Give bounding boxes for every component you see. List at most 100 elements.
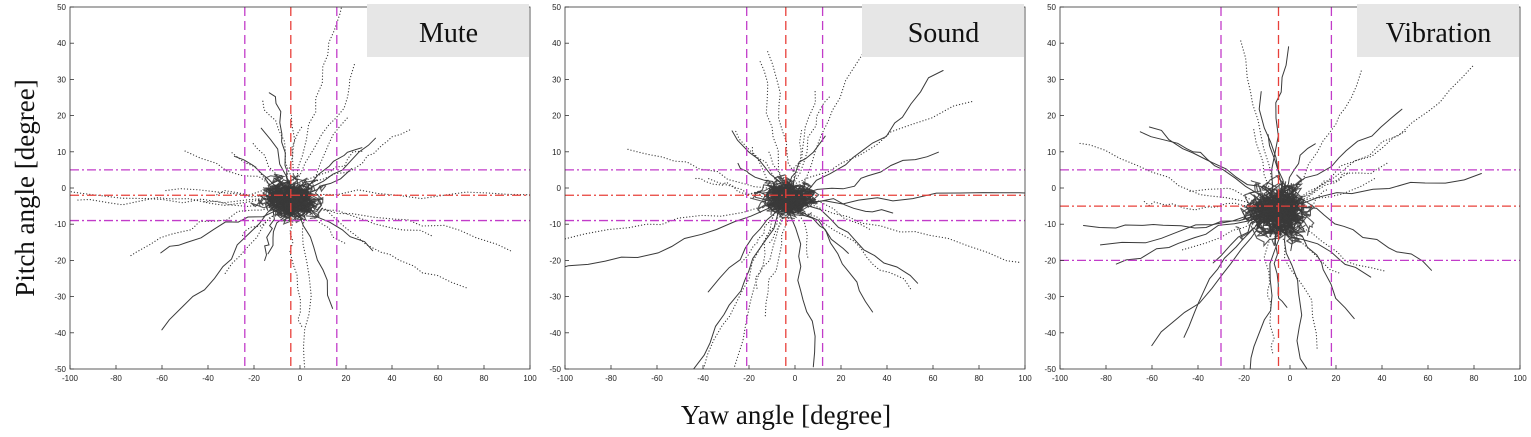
trace-excursion bbox=[264, 198, 280, 261]
trace-excursion bbox=[1274, 143, 1316, 212]
trace-excursion bbox=[1151, 200, 1278, 347]
trace-excursion bbox=[1077, 142, 1279, 218]
trace-excursion bbox=[289, 201, 346, 244]
chart-panels: -100 -80 -60 -40 -20 0 20 40 60 80 100-50-40-30-20… bbox=[54, 3, 1527, 383]
trace-excursion bbox=[692, 199, 786, 369]
y-tick-label: 40 bbox=[552, 39, 561, 48]
trace-excursion bbox=[161, 196, 285, 331]
x-tick-label: -60 bbox=[651, 374, 663, 383]
trace-excursion bbox=[1139, 131, 1280, 207]
x-tick-label: 20 bbox=[837, 374, 846, 383]
trace-excursion bbox=[286, 189, 530, 200]
trace-excursion bbox=[1249, 212, 1282, 369]
y-tick-label: 0 bbox=[1052, 184, 1057, 193]
y-tick-label: 50 bbox=[57, 3, 66, 12]
trace-excursion bbox=[789, 129, 803, 203]
trace-excursion bbox=[786, 197, 919, 284]
y-tick-label: 0 bbox=[62, 184, 67, 193]
trace-excursion bbox=[231, 152, 296, 202]
trace-excursion bbox=[1212, 210, 1272, 264]
trace-excursion bbox=[289, 192, 334, 309]
trace-excursion bbox=[751, 146, 787, 195]
trace-excursion bbox=[1271, 162, 1388, 212]
y-axis-title: Pitch angle [degree] bbox=[10, 79, 40, 296]
y-tick-label: -20 bbox=[1044, 256, 1056, 265]
trace-excursion bbox=[785, 90, 817, 203]
x-tick-label: -20 bbox=[1238, 374, 1250, 383]
trace-excursion bbox=[759, 59, 787, 198]
y-tick-label: 30 bbox=[552, 75, 561, 84]
trace-excursion bbox=[1268, 46, 1290, 206]
trace-excursion bbox=[1143, 200, 1288, 211]
y-tick-label: 20 bbox=[57, 112, 66, 121]
x-tick-label: -60 bbox=[1146, 374, 1158, 383]
y-tick-label: -10 bbox=[54, 220, 66, 229]
y-tick-label: 10 bbox=[1047, 148, 1056, 157]
trace-excursion bbox=[74, 194, 296, 207]
trace-excursion bbox=[290, 112, 296, 197]
y-tick-label: -10 bbox=[549, 220, 561, 229]
trace-core bbox=[774, 174, 792, 189]
trace-core bbox=[288, 174, 303, 195]
y-tick-label: 20 bbox=[1047, 112, 1056, 121]
trace-excursion bbox=[284, 124, 304, 199]
y-tick-label: 0 bbox=[557, 184, 562, 193]
y-tick-label: 40 bbox=[57, 39, 66, 48]
trace-excursion bbox=[1277, 209, 1293, 252]
x-tick-label: -20 bbox=[248, 374, 260, 383]
condition-badge bbox=[1357, 4, 1519, 57]
x-axis-title: Yaw angle [degree] bbox=[681, 400, 891, 430]
trace-excursion bbox=[1271, 213, 1342, 275]
x-tick-label: 0 bbox=[793, 374, 798, 383]
y-tick-label: 20 bbox=[552, 112, 561, 121]
y-tick-label: -40 bbox=[549, 329, 561, 338]
trace-excursion bbox=[1100, 209, 1275, 246]
trace-excursion bbox=[1281, 188, 1329, 221]
y-tick-label: 30 bbox=[57, 75, 66, 84]
trace-core bbox=[761, 188, 791, 209]
condition-label: Vibration bbox=[1386, 18, 1492, 49]
y-tick-label: -30 bbox=[54, 293, 66, 302]
x-tick-label: 40 bbox=[388, 374, 397, 383]
trace-excursion bbox=[289, 63, 356, 200]
trace-excursion bbox=[694, 177, 778, 198]
trace-excursion bbox=[565, 200, 798, 240]
trace-core bbox=[1261, 175, 1292, 199]
trajectory-traces bbox=[1077, 39, 1482, 369]
x-tick-label: 20 bbox=[342, 374, 351, 383]
condition-badge bbox=[862, 4, 1024, 57]
trace-excursion bbox=[1183, 203, 1274, 338]
x-tick-label: -80 bbox=[1100, 374, 1112, 383]
trace-excursion bbox=[182, 149, 296, 198]
y-tick-label: -40 bbox=[54, 329, 66, 338]
x-tick-label: 100 bbox=[1513, 374, 1527, 383]
trace-excursion bbox=[1240, 39, 1274, 212]
y-tick-label: 50 bbox=[1047, 3, 1056, 12]
y-tick-label: -20 bbox=[54, 256, 66, 265]
y-tick-label: -30 bbox=[1044, 293, 1056, 302]
trace-excursion bbox=[262, 99, 293, 199]
trace-excursion bbox=[788, 199, 912, 291]
trace-excursion bbox=[784, 192, 1025, 205]
y-tick-label: -30 bbox=[549, 293, 561, 302]
trace-excursion bbox=[1148, 126, 1280, 201]
condition-label: Mute bbox=[419, 18, 478, 49]
x-tick-label: 100 bbox=[1018, 374, 1032, 383]
trace-excursion bbox=[565, 200, 790, 268]
trace-excursion bbox=[1280, 172, 1351, 206]
x-tick-label: 40 bbox=[1378, 374, 1387, 383]
trace-excursion bbox=[784, 193, 1021, 263]
x-tick-label: -100 bbox=[62, 374, 79, 383]
trace-excursion bbox=[289, 194, 468, 289]
trace-excursion bbox=[287, 191, 303, 328]
trace-excursion bbox=[301, 197, 312, 369]
x-tick-label: 60 bbox=[434, 374, 443, 383]
x-tick-label: -80 bbox=[605, 374, 617, 383]
x-tick-label: 20 bbox=[1332, 374, 1341, 383]
trace-excursion bbox=[791, 151, 939, 199]
trace-excursion bbox=[1187, 187, 1279, 216]
x-tick-label: 60 bbox=[929, 374, 938, 383]
trace-excursion bbox=[754, 196, 784, 290]
trace-excursion bbox=[741, 198, 784, 263]
